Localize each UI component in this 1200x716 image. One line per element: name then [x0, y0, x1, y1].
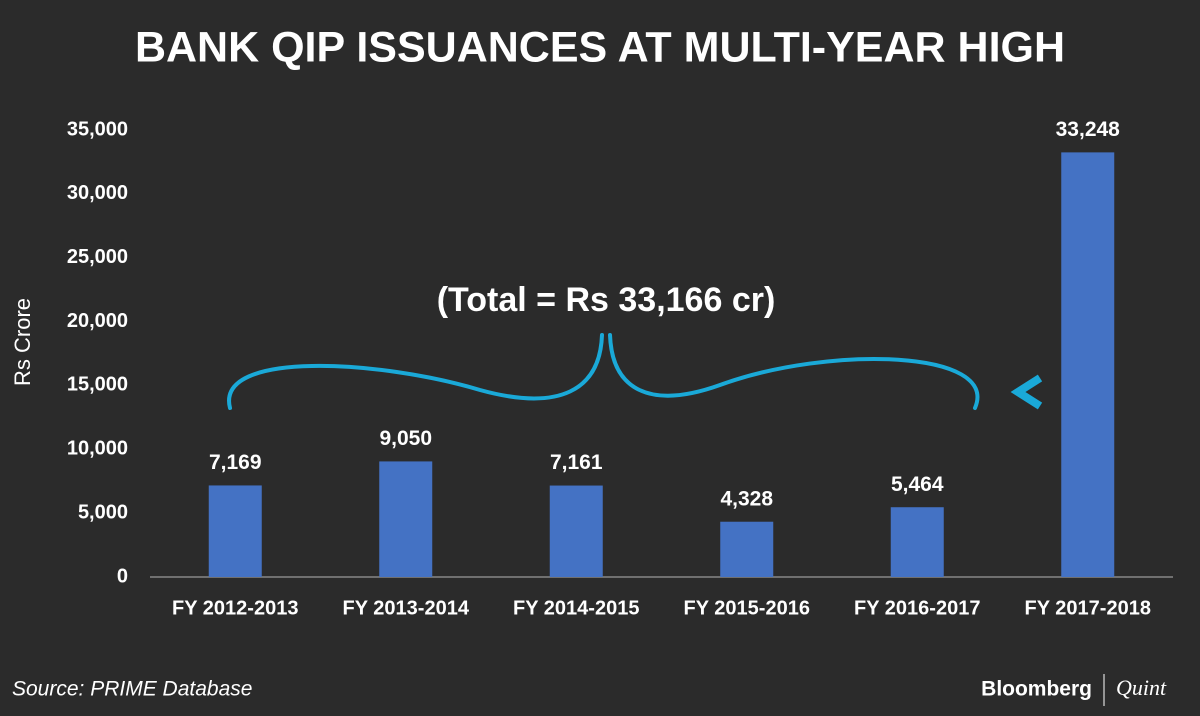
source: Source: PRIME Database	[12, 678, 252, 701]
arrow	[1010, 374, 1043, 410]
y-tick-label: 20,000	[67, 310, 128, 332]
y-tick-label: 25,000	[67, 246, 128, 268]
chart-title: BANK QIP ISSUANCES AT MULTI-YEAR HIGH	[135, 23, 1065, 71]
x-tick-label: FY 2015-2016	[684, 597, 810, 619]
value-label: 9,050	[379, 427, 432, 450]
bar	[890, 507, 944, 577]
y-axis-label: Rs Crore	[10, 298, 35, 386]
x-tick-label: FY 2014-2015	[513, 597, 639, 619]
y-tick-label: 10,000	[67, 438, 128, 460]
bar	[208, 485, 262, 577]
x-tick-label: FY 2013-2014	[343, 597, 470, 619]
annotation: (Total = Rs 33,166 cr)	[437, 281, 776, 319]
brand-quint: Quint	[1116, 675, 1167, 700]
brace	[227, 333, 980, 410]
x-tick-label: FY 2012-2013	[172, 597, 298, 619]
bar	[720, 521, 774, 577]
y-tick-label: 15,000	[67, 374, 128, 396]
x-tick-label: FY 2017-2018	[1025, 597, 1151, 619]
brand-bloomberg: Bloomberg	[981, 678, 1092, 701]
y-tick-label: 30,000	[67, 182, 128, 204]
y-tick-label: 0	[117, 565, 128, 587]
value-label: 5,464	[891, 473, 944, 496]
value-label: 33,248	[1056, 118, 1121, 141]
y-tick-label: 35,000	[67, 118, 128, 140]
bar	[1061, 152, 1115, 577]
value-label: 4,328	[720, 487, 773, 510]
y-tick-label: 5,000	[78, 501, 128, 523]
bar	[379, 461, 433, 577]
x-tick-label: FY 2016-2017	[854, 597, 980, 619]
value-label: 7,161	[550, 451, 603, 474]
value-label: 7,169	[209, 451, 262, 474]
bar	[549, 485, 603, 577]
